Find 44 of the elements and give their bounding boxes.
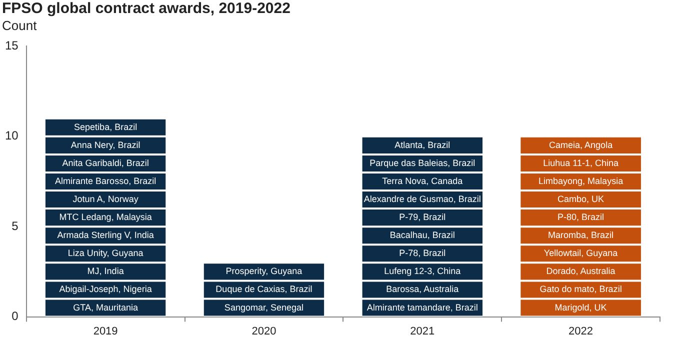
data-label: Almirante Barosso, Brazil: [55, 176, 156, 186]
data-label: Alexandre de Gusmao, Brazil: [364, 194, 481, 204]
data-label: GTA, Mauritania: [73, 302, 138, 312]
data-label: Almirante tamandare, Brazil: [366, 302, 478, 312]
data-label: Armada Sterling V, India: [57, 230, 154, 240]
data-label: Dorado, Australia: [546, 266, 616, 276]
data-label: Liza Unity, Guyana: [68, 248, 144, 258]
data-label: Jotun A, Norway: [72, 194, 139, 204]
y-tick-label: 15: [4, 38, 19, 53]
data-label: Sepetiba, Brazil: [74, 122, 138, 132]
x-tick-label: 2019: [93, 325, 118, 338]
data-label: Yellowtail, Guyana: [544, 248, 618, 258]
data-label: Cameia, Angola: [549, 140, 613, 150]
data-label: Limbayong, Malaysia: [538, 176, 624, 186]
data-label: Lufeng 12-3, China: [384, 266, 461, 276]
y-tick-label: 10: [4, 128, 19, 143]
data-label: Barossa, Australia: [386, 284, 459, 294]
data-label: Marigold, UK: [554, 302, 607, 312]
data-label: MTC Ledang, Malaysia: [59, 212, 152, 222]
x-tick-label: 2021: [410, 325, 435, 338]
data-label: Bacalhau, Brazil: [390, 230, 455, 240]
data-label: Gato do mato, Brazil: [540, 284, 622, 294]
chart-subtitle: Count: [2, 18, 37, 33]
data-label: Abigail-Joseph, Nigeria: [59, 284, 152, 294]
data-label: Prosperity, Guyana: [226, 266, 302, 276]
data-label: Anna Nery, Brazil: [70, 140, 140, 150]
data-label: P-80, Brazil: [558, 212, 604, 222]
data-label: Anita Garibaldi, Brazil: [62, 158, 149, 168]
data-label: Sangomar, Senegal: [224, 302, 304, 312]
data-label: P-79, Brazil: [399, 212, 446, 222]
data-label: MJ, India: [87, 266, 124, 276]
y-tick-label: 0: [12, 309, 19, 324]
data-label: Maromba, Brazil: [548, 230, 614, 240]
data-label: Duque de Caxias, Brazil: [216, 284, 312, 294]
data-label: Atlanta, Brazil: [394, 140, 450, 150]
data-label: Cambo, UK: [558, 194, 604, 204]
x-tick-label: 2022: [568, 325, 594, 338]
chart-title: FPSO global contract awards, 2019-2022: [2, 0, 290, 17]
x-tick-label: 2020: [252, 325, 276, 338]
data-label: Parque das Baleias, Brazil: [370, 158, 476, 168]
data-label: P-78, Brazil: [399, 248, 446, 258]
y-tick-label: 5: [12, 218, 19, 233]
data-label: Liuhua 11-1, China: [543, 158, 618, 168]
data-label: Terra Nova, Canada: [382, 176, 463, 186]
